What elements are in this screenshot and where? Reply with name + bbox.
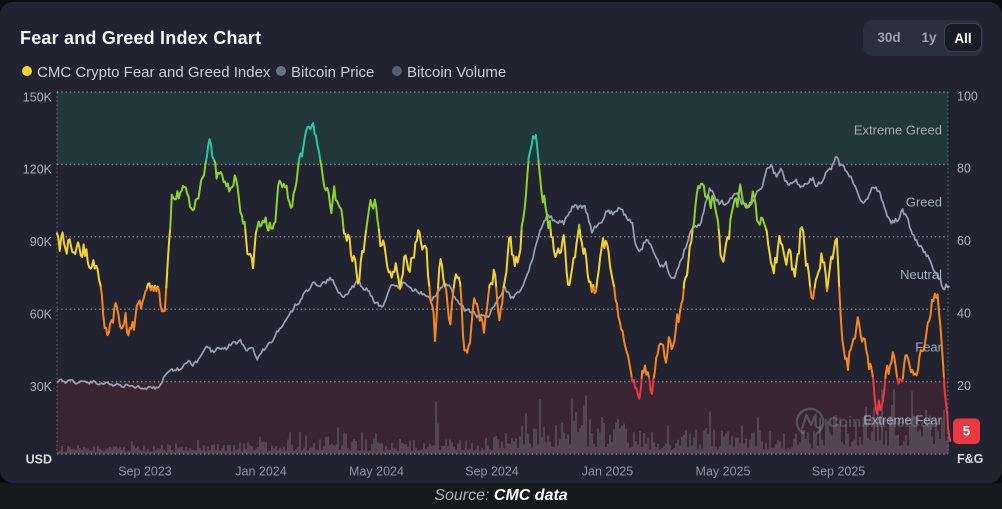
svg-text:Sep 2023: Sep 2023 <box>118 464 172 478</box>
svg-text:Jan 2025: Jan 2025 <box>582 464 633 478</box>
svg-text:20: 20 <box>957 379 971 393</box>
svg-text:30K: 30K <box>30 380 53 394</box>
svg-text:120K: 120K <box>23 163 53 177</box>
svg-text:Jan 2024: Jan 2024 <box>235 464 286 478</box>
svg-text:60: 60 <box>957 234 971 248</box>
svg-text:USD: USD <box>26 452 52 466</box>
svg-text:90K: 90K <box>30 235 53 249</box>
svg-text:100: 100 <box>957 89 978 103</box>
svg-text:40: 40 <box>957 306 971 320</box>
svg-text:80: 80 <box>957 162 971 176</box>
svg-text:May 2024: May 2024 <box>349 464 404 478</box>
svg-text:Extreme Greed: Extreme Greed <box>854 122 942 137</box>
svg-text:CoinMarketCap: CoinMarketCap <box>828 414 938 431</box>
svg-text:Extreme Fear: Extreme Fear <box>863 412 942 427</box>
svg-text:Sep 2024: Sep 2024 <box>465 464 519 478</box>
svg-text:Greed: Greed <box>906 194 942 209</box>
svg-text:F&G: F&G <box>957 452 983 466</box>
svg-text:60K: 60K <box>30 307 53 321</box>
svg-text:May 2025: May 2025 <box>696 464 751 478</box>
svg-text:5: 5 <box>963 424 971 439</box>
svg-text:Sep 2025: Sep 2025 <box>812 464 866 478</box>
svg-text:Neutral: Neutral <box>900 267 942 282</box>
svg-text:150K: 150K <box>23 90 53 104</box>
svg-text:Fear: Fear <box>915 339 942 354</box>
